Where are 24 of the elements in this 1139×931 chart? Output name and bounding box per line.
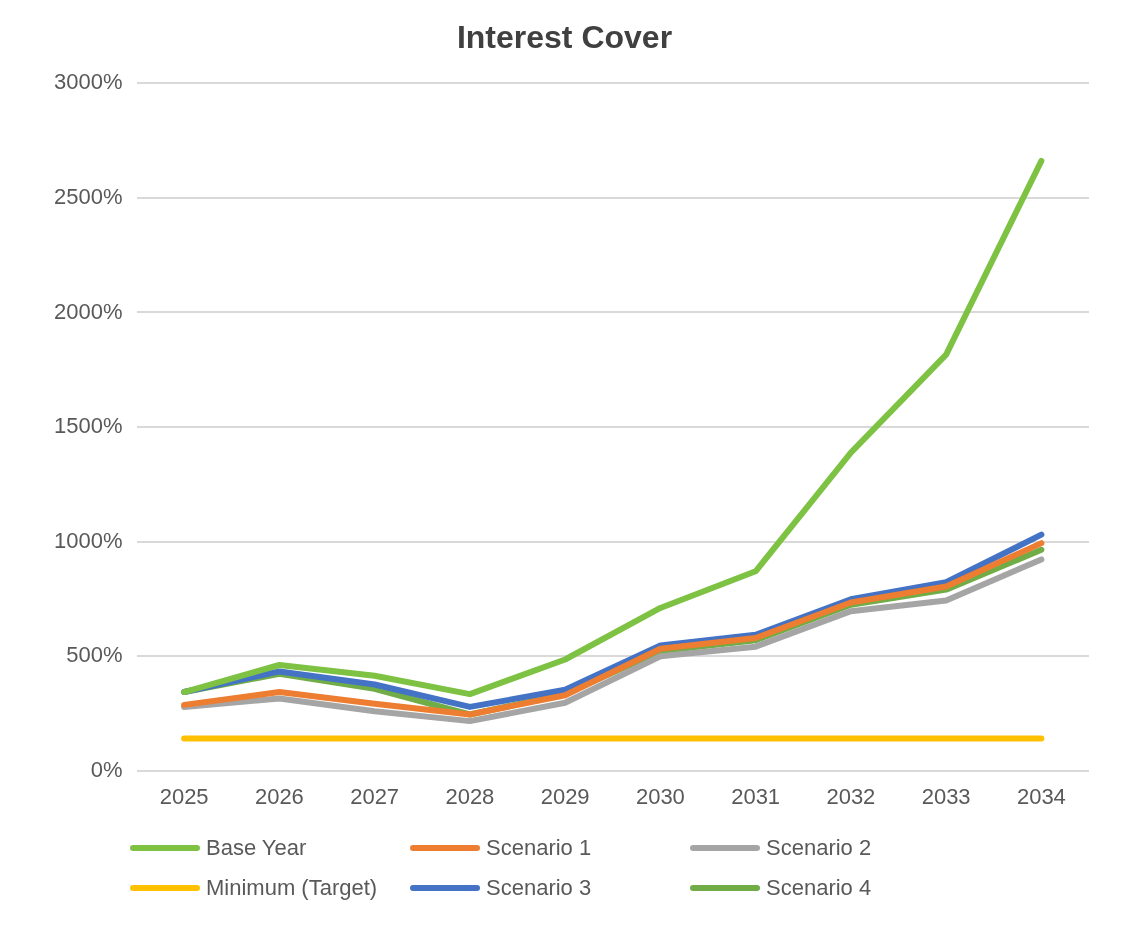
x-tick-label: 2029 — [540, 783, 590, 809]
x-tick-label: 2032 — [826, 783, 876, 809]
legend-label: Base Year — [206, 835, 307, 861]
y-tick-label: 2500% — [53, 184, 123, 209]
y-tick-label: 500% — [66, 642, 123, 668]
y-tick-label: 2000% — [53, 298, 123, 324]
x-tick-label: 2028 — [445, 783, 495, 809]
legend-label: Scenario 4 — [766, 875, 872, 901]
y-tick-label: 3000% — [53, 69, 123, 95]
y-tick-label: 0% — [90, 756, 123, 782]
x-tick-label: 2025 — [159, 783, 209, 809]
legend-label: Scenario 1 — [486, 835, 592, 861]
x-tick-label: 2033 — [921, 783, 971, 809]
y-tick-label: 1000% — [53, 527, 123, 553]
x-tick-label: 2031 — [731, 783, 781, 809]
legend-label: Minimum (Target) — [206, 875, 378, 901]
chart-title: Interest Cover — [456, 19, 673, 56]
legend-label: Scenario 2 — [766, 835, 872, 861]
x-tick-label: 2034 — [1016, 783, 1066, 809]
legend-label: Scenario 3 — [486, 875, 592, 901]
x-tick-label: 2027 — [350, 783, 400, 809]
x-tick-label: 2026 — [254, 783, 304, 809]
y-tick-label: 1500% — [53, 413, 123, 439]
x-tick-label: 2030 — [635, 783, 685, 809]
